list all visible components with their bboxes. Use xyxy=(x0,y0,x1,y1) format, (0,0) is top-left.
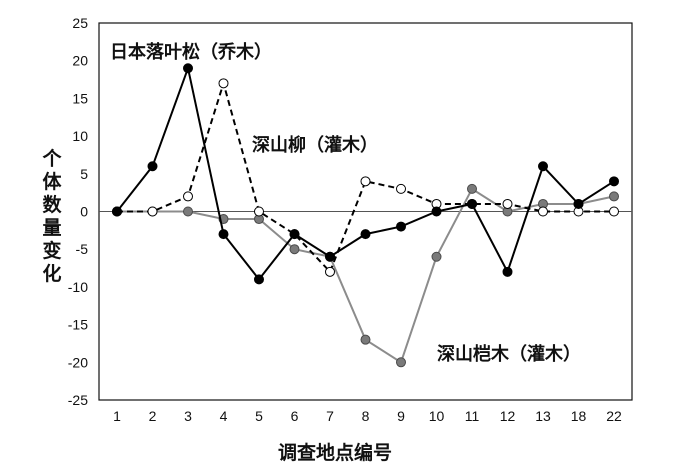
data-point xyxy=(502,198,513,209)
x-tick-label: 7 xyxy=(326,408,334,424)
x-tick-label: 18 xyxy=(571,408,587,424)
series-line xyxy=(117,79,614,274)
x-tick-label: 6 xyxy=(291,408,299,424)
data-point xyxy=(183,63,193,74)
y-label-char: 量 xyxy=(42,217,62,239)
x-tick-label: 13 xyxy=(535,408,551,424)
series-layer xyxy=(112,63,619,368)
data-point xyxy=(325,266,335,277)
x-tick-label: 12 xyxy=(500,408,516,424)
y-axis-ticks: 25 20 15 10 5 0 -5 -10 -15 -20 -25 xyxy=(68,15,88,408)
data-point xyxy=(396,221,406,232)
data-point xyxy=(609,191,619,202)
data-point xyxy=(538,206,548,217)
x-tick-label: 9 xyxy=(397,408,405,424)
y-axis-label: 个体数量变化 xyxy=(40,148,64,286)
data-point xyxy=(183,191,193,202)
y-label-char: 化 xyxy=(42,263,62,285)
y-tick-label: -15 xyxy=(68,317,88,333)
data-point xyxy=(396,183,406,194)
y-tick-label: -5 xyxy=(76,241,89,257)
y-tick-label: -10 xyxy=(68,279,88,295)
series-1 xyxy=(112,78,619,277)
y-tick-label: -25 xyxy=(68,392,88,408)
x-tick-label: 22 xyxy=(606,408,622,424)
y-label-char: 个 xyxy=(42,148,62,170)
data-point xyxy=(254,274,264,285)
x-axis-label: 调查地点编号 xyxy=(277,442,392,464)
x-tick-label: 2 xyxy=(149,408,157,424)
y-label-char: 体 xyxy=(42,171,62,193)
x-tick-label: 1 xyxy=(113,408,121,424)
y-tick-label: 25 xyxy=(72,15,88,31)
data-point xyxy=(431,206,442,217)
data-point xyxy=(360,229,371,240)
data-point xyxy=(396,357,406,368)
y-tick-label: 15 xyxy=(72,90,88,106)
x-axis-ticks: 1 2 3 4 5 6 7 8 9 10 11 12 13 18 22 xyxy=(113,408,622,424)
data-point xyxy=(609,176,619,187)
y-tick-label: 0 xyxy=(80,204,88,220)
x-tick-label: 5 xyxy=(255,408,263,424)
data-point xyxy=(609,206,619,217)
data-point xyxy=(183,206,193,217)
data-point xyxy=(218,78,229,89)
data-point xyxy=(573,198,584,209)
data-point xyxy=(289,229,300,240)
y-label-char: 数 xyxy=(42,194,62,216)
y-tick-label: 10 xyxy=(72,128,88,144)
data-point xyxy=(502,266,513,277)
series-0 xyxy=(112,63,619,285)
series-line xyxy=(116,64,615,282)
annotation-alder: 深山桤木（灌木） xyxy=(437,343,581,365)
x-tick-label: 4 xyxy=(220,408,228,424)
x-tick-label: 3 xyxy=(184,408,192,424)
data-point xyxy=(325,251,335,262)
y-tick-label: 5 xyxy=(80,166,88,182)
y-tick-label: 20 xyxy=(72,53,88,69)
x-tick-label: 10 xyxy=(429,408,445,424)
data-point xyxy=(218,229,229,240)
x-tick-label: 8 xyxy=(362,408,370,424)
annotation-larch: 日本落叶松（乔木） xyxy=(110,41,272,63)
x-tick-label: 11 xyxy=(465,408,480,424)
data-point xyxy=(289,244,300,255)
data-point xyxy=(467,198,477,209)
data-point xyxy=(147,161,158,172)
data-point xyxy=(467,183,477,194)
data-point xyxy=(538,161,548,172)
data-point xyxy=(254,206,264,217)
y-tick-label: -20 xyxy=(68,354,88,370)
data-point xyxy=(112,206,122,217)
data-point xyxy=(360,176,371,187)
data-point xyxy=(431,251,442,262)
annotation-willow: 深山柳（灌木） xyxy=(252,134,378,156)
data-point xyxy=(147,206,158,217)
data-point xyxy=(360,334,371,345)
y-label-char: 变 xyxy=(42,240,62,262)
